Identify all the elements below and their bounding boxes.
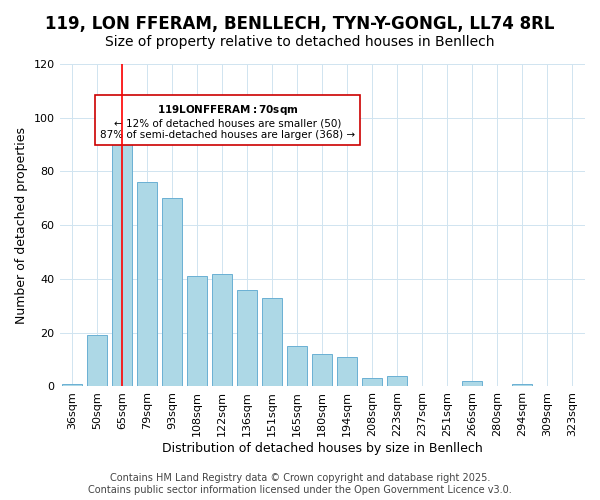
Text: Contains HM Land Registry data © Crown copyright and database right 2025.
Contai: Contains HM Land Registry data © Crown c… xyxy=(88,474,512,495)
Bar xyxy=(137,182,157,386)
Bar xyxy=(287,346,307,387)
Bar xyxy=(312,354,332,386)
Text: 119, LON FFERAM, BENLLECH, TYN-Y-GONGL, LL74 8RL: 119, LON FFERAM, BENLLECH, TYN-Y-GONGL, … xyxy=(45,15,555,33)
Text: $\bf{119 LON FFERAM: 70sqm}$
← 12% of detached houses are smaller (50)
87% of se: $\bf{119 LON FFERAM: 70sqm}$ ← 12% of de… xyxy=(100,102,355,140)
Bar xyxy=(212,274,232,386)
Bar xyxy=(262,298,282,386)
Bar xyxy=(388,376,407,386)
Bar xyxy=(162,198,182,386)
Bar xyxy=(237,290,257,386)
Y-axis label: Number of detached properties: Number of detached properties xyxy=(15,126,28,324)
Bar xyxy=(337,357,358,386)
Bar xyxy=(87,336,107,386)
Bar xyxy=(112,134,132,386)
Bar xyxy=(187,276,207,386)
Bar xyxy=(463,381,482,386)
Bar xyxy=(362,378,382,386)
Bar xyxy=(512,384,532,386)
Text: Size of property relative to detached houses in Benllech: Size of property relative to detached ho… xyxy=(105,35,495,49)
X-axis label: Distribution of detached houses by size in Benllech: Distribution of detached houses by size … xyxy=(162,442,482,455)
Bar xyxy=(62,384,82,386)
